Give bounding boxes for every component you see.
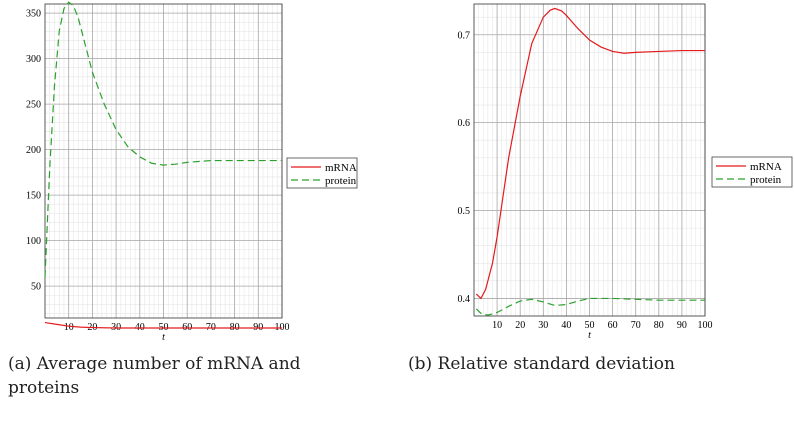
x-tick-label: 100 bbox=[698, 320, 713, 331]
y-tick-label: 350 bbox=[26, 9, 41, 20]
x-tick-label: 90 bbox=[677, 320, 687, 331]
y-tick-label: 250 bbox=[26, 100, 41, 111]
y-tick-label: 100 bbox=[26, 236, 41, 247]
plot-frame bbox=[473, 3, 706, 317]
caption-a: (a) Average number of mRNA and proteins bbox=[8, 354, 301, 398]
x-axis-label: t bbox=[162, 332, 165, 343]
y-tick-label: 0.6 bbox=[458, 118, 471, 129]
legend-label-mRNA: mRNA bbox=[325, 162, 357, 174]
series-line-protein bbox=[44, 1, 282, 278]
series-line-mRNA bbox=[475, 7, 705, 300]
series-line-mRNA bbox=[44, 321, 282, 329]
caption-b: (b) Relative standard deviation bbox=[408, 354, 675, 374]
chart-average-number: 10 20 30 40 50 60 70 80 90 1005010015020025030035… bbox=[26, 1, 358, 343]
chart-relative-std-dev: 10 20 30 40 50 60 70 80 90 100 0.4 0.5 0.6 0.7 t mRNApr… bbox=[458, 3, 793, 341]
x-tick-label: 10 bbox=[64, 322, 74, 333]
legend-label-protein: protein bbox=[750, 174, 782, 186]
x-tick-label: 20 bbox=[515, 320, 525, 331]
x-tick-label: 60 bbox=[608, 320, 618, 331]
y-tick-label: 200 bbox=[26, 145, 41, 156]
x-tick-label: 30 bbox=[538, 320, 548, 331]
x-tick-label: 10 bbox=[492, 320, 502, 331]
y-tick-label: 0.5 bbox=[458, 206, 471, 217]
x-axis-label: t bbox=[588, 330, 591, 341]
x-tick-label: 40 bbox=[561, 320, 571, 331]
series-line-protein bbox=[475, 297, 705, 316]
x-tick-label: 50 bbox=[585, 320, 595, 331]
y-tick-label: 50 bbox=[31, 282, 41, 293]
legend-box bbox=[286, 157, 358, 189]
y-tick-label: 0.7 bbox=[458, 30, 471, 41]
x-tick-label: 70 bbox=[631, 320, 641, 331]
legend-label-mRNA: mRNA bbox=[750, 161, 782, 173]
x-tick-label: 80 bbox=[654, 320, 664, 331]
y-tick-label: 0.4 bbox=[458, 294, 471, 305]
y-tick-label: 150 bbox=[26, 191, 41, 202]
y-tick-label: 300 bbox=[26, 54, 41, 65]
legend-label-protein: protein bbox=[325, 175, 357, 187]
legend-box bbox=[711, 156, 793, 188]
